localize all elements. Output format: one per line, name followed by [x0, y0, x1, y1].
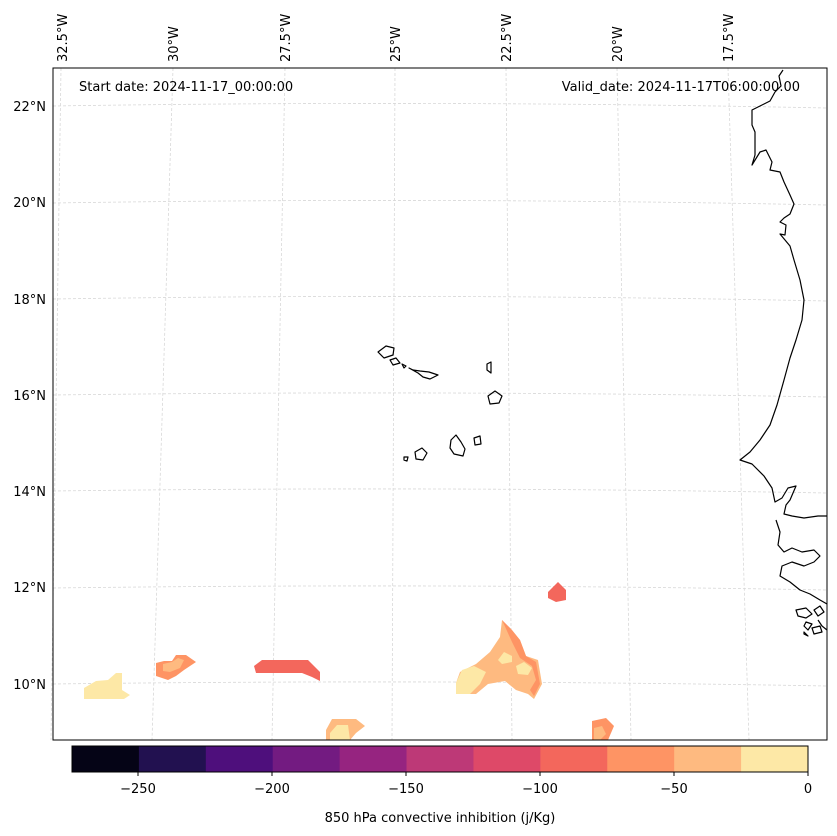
senegal-coast — [775, 519, 828, 605]
blob-south-cluster-light3 — [516, 662, 532, 675]
colorbar-segment — [72, 746, 140, 772]
colorbar-tick-label: −200 — [254, 782, 290, 797]
island-sao-vicente — [389, 357, 401, 366]
island-sal — [486, 361, 492, 374]
island-boa-vista — [487, 390, 503, 405]
colorbar-segment — [741, 746, 809, 772]
colorbar-segment — [674, 746, 742, 772]
coastlines — [377, 69, 828, 637]
island-brava — [403, 456, 409, 462]
colorbar-segment — [607, 746, 675, 772]
island-fogo — [414, 447, 428, 461]
longitude-labels: 32.5°W 30°W 27.5°W 25°W 22.5°W 20°W 17.5… — [56, 14, 737, 62]
far-east-coast — [817, 619, 828, 631]
lat-label: 14°N — [13, 485, 46, 500]
colorbar-segment — [272, 746, 341, 772]
start-date-label: Start date: 2024-11-17_00:00:00 — [79, 80, 293, 95]
blob-south-cluster-light1 — [456, 666, 486, 694]
african-coastline — [739, 69, 827, 519]
blob-south-cluster-dark — [502, 620, 540, 696]
colorbar-segment — [473, 746, 541, 772]
latitude-labels: 22°N 20°N 18°N 16°N 14°N 12°N 10°N — [13, 100, 46, 693]
colorbar-tick-label: −100 — [522, 782, 558, 797]
blob-south-cluster-light2 — [498, 652, 512, 664]
colorbar-tick-label: −50 — [660, 782, 687, 797]
island-santa-luzia — [401, 363, 407, 369]
blob-central-south-inner — [330, 725, 350, 740]
colorbar-label: 850 hPa convective inhibition (j/Kg) — [325, 811, 556, 826]
cin-contours — [84, 582, 614, 740]
colorbar — [71, 745, 809, 773]
blob-far-west — [84, 673, 130, 699]
gridlines — [50, 67, 828, 741]
blob-west-b — [254, 660, 320, 681]
lon-label: 30°W — [167, 26, 182, 62]
lat-label: 20°N — [13, 196, 46, 211]
colorbar-segment — [540, 746, 608, 772]
lon-label: 32.5°W — [56, 14, 71, 62]
colorbar-segment — [406, 746, 474, 772]
valid-date-label: Valid_date: 2024-11-17T06:00:00.00 — [562, 80, 800, 95]
colorbar-tick-label: −250 — [120, 782, 156, 797]
lon-label: 20°W — [611, 26, 626, 62]
colorbar-segment — [205, 746, 274, 772]
colorbar-tick-label: 0 — [804, 782, 812, 797]
blob-west-a-inner — [163, 658, 184, 672]
blob-east-south-inner — [594, 726, 606, 740]
colorbar-segment — [339, 746, 408, 772]
island-santo-antao — [377, 345, 395, 359]
lon-label: 27.5°W — [279, 14, 294, 62]
lon-label: 25°W — [389, 26, 404, 62]
colorbar-border — [71, 745, 809, 773]
blob-north-small — [548, 582, 566, 602]
lat-label: 22°N — [13, 100, 46, 115]
colorbar-ticks: −250 −200 −150 −100 −50 0 — [120, 772, 812, 797]
lat-label: 16°N — [13, 389, 46, 404]
map-frame — [52, 67, 828, 741]
guinea-bissau-islands — [795, 605, 825, 637]
island-santiago — [449, 434, 466, 457]
lat-label: 18°N — [13, 293, 46, 308]
island-maio — [473, 435, 482, 446]
lon-label: 22.5°W — [500, 14, 515, 62]
colorbar-tick-label: −150 — [388, 782, 424, 797]
island-sao-nicolau — [408, 367, 439, 380]
colorbar-segment — [138, 746, 207, 772]
lat-label: 12°N — [13, 581, 46, 596]
lon-label: 17.5°W — [722, 14, 737, 62]
lat-label: 10°N — [13, 678, 46, 693]
